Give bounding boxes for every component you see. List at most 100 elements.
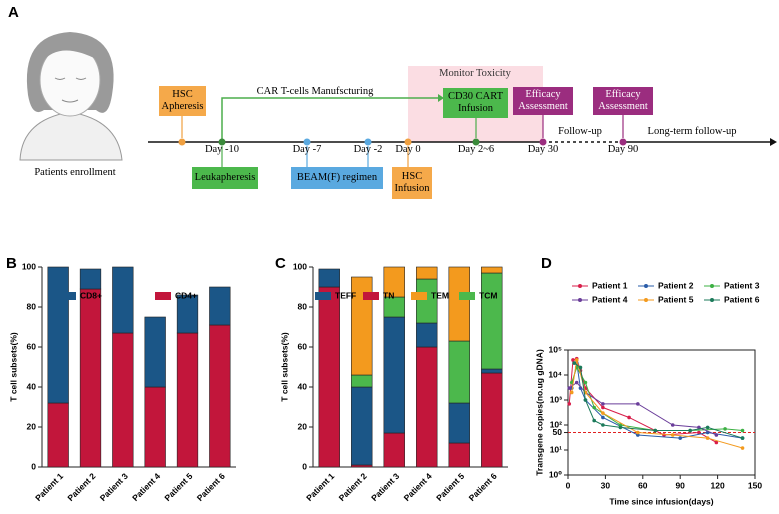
data-point: [653, 428, 658, 433]
bar-segment: [144, 316, 166, 388]
data-point: [697, 430, 701, 435]
bar-segment: [79, 268, 102, 290]
legend-marker: [578, 284, 582, 288]
step-box: Efficacy Assessment: [593, 87, 653, 115]
data-point: [567, 386, 572, 390]
bar-segment: [176, 294, 199, 334]
day-label: Day 30: [527, 144, 559, 155]
legend-label: TEFF: [335, 290, 356, 300]
legend-label: TN: [383, 290, 394, 300]
arrowhead: [770, 138, 777, 146]
bar-segment: [79, 288, 102, 468]
legend-marker: [578, 298, 582, 302]
day-label: Day -10: [204, 144, 240, 155]
arrowhead: [438, 94, 444, 102]
panel-label: D: [541, 255, 552, 272]
bar-segment: [112, 332, 134, 468]
y-tick-label: 0: [31, 461, 36, 471]
x-tick-label: Patient 6: [467, 471, 499, 503]
x-tick-label: Patient 5: [162, 471, 194, 503]
y-tick-label: 50: [553, 427, 563, 437]
panel-label: A: [8, 4, 19, 21]
legend-marker: [644, 298, 648, 302]
x-tick-label: Patient 4: [402, 471, 434, 503]
data-point: [740, 446, 745, 450]
data-point: [705, 436, 710, 440]
data-point: [572, 361, 577, 365]
label: Monitor Toxicity: [439, 68, 511, 79]
legend-label: CD8+: [80, 290, 102, 300]
data-point: [583, 398, 588, 402]
y-tick-label: 80: [298, 301, 308, 311]
label: Follow-up: [558, 126, 602, 137]
data-point: [636, 402, 640, 406]
series-line: [571, 366, 743, 432]
data-point: [601, 415, 605, 420]
bar-segment: [351, 276, 373, 376]
legend-label: Patient 6: [724, 294, 760, 304]
y-tick-label: 20: [27, 421, 37, 431]
day-label: Day 0: [395, 144, 421, 155]
data-point: [569, 390, 574, 395]
x-tick-label: Patient 2: [337, 471, 369, 503]
data-point: [601, 405, 605, 410]
bar-segment: [448, 442, 470, 468]
data-point: [578, 365, 583, 370]
series-line: [573, 362, 743, 439]
legend-label: Patient 5: [658, 294, 694, 304]
day-label: Day 2~6: [457, 144, 495, 155]
y-tick-label: 10²: [550, 419, 562, 429]
day-label: Day -7: [292, 144, 322, 155]
data-point: [740, 428, 745, 433]
legend-label: TCM: [479, 290, 497, 300]
bar-segment: [416, 278, 438, 324]
y-axis-label: T cell subsets(%): [8, 332, 18, 402]
y-tick-label: 60: [298, 341, 308, 351]
legend-marker: [710, 284, 714, 288]
data-point: [670, 423, 675, 427]
y-tick-label: 40: [298, 381, 308, 391]
bar-segment: [416, 266, 438, 280]
data-point: [618, 425, 623, 430]
x-axis-label: Time since infusion(days): [609, 496, 713, 506]
x-tick-label: Patient 4: [130, 471, 162, 503]
bar-segment: [383, 266, 405, 298]
x-tick-label: 120: [711, 480, 725, 490]
day-label: Day 90: [607, 144, 639, 155]
y-tick-label: 10⁵: [549, 344, 562, 354]
data-point: [723, 427, 727, 431]
bar-segment: [318, 286, 340, 468]
legend-label: Patient 1: [592, 280, 628, 290]
data-point: [740, 436, 745, 440]
bar-segment: [416, 346, 438, 468]
x-tick-label: 0: [566, 480, 571, 490]
data-point: [583, 380, 588, 385]
series-line: [568, 381, 717, 436]
legend-label: Patient 2: [658, 280, 694, 290]
manufacturing-arrow: [221, 97, 440, 142]
data-point: [574, 380, 579, 385]
legend-label: Patient 3: [724, 280, 760, 290]
patient-icon: [19, 32, 123, 161]
x-tick-label: Patient 3: [369, 471, 401, 503]
legend-label: TEM: [431, 290, 449, 300]
bar-segment: [448, 402, 470, 444]
bar-segment: [351, 386, 373, 466]
y-tick-label: 100: [22, 261, 36, 271]
bar-segment: [176, 332, 199, 468]
x-tick-label: 90: [675, 480, 685, 490]
bar-segment: [481, 372, 503, 468]
x-tick-label: Patient 3: [98, 471, 130, 503]
data-point: [574, 358, 579, 362]
bar-segment: [481, 272, 503, 370]
x-tick-label: 150: [748, 480, 762, 490]
bar-segment: [112, 266, 134, 334]
x-tick-label: Patient 1: [33, 471, 65, 503]
y-tick-label: 60: [27, 341, 37, 351]
data-point: [662, 433, 666, 437]
legend-marker: [644, 284, 648, 288]
legend-swatch: [60, 292, 76, 300]
timeline-dots: [178, 138, 627, 146]
